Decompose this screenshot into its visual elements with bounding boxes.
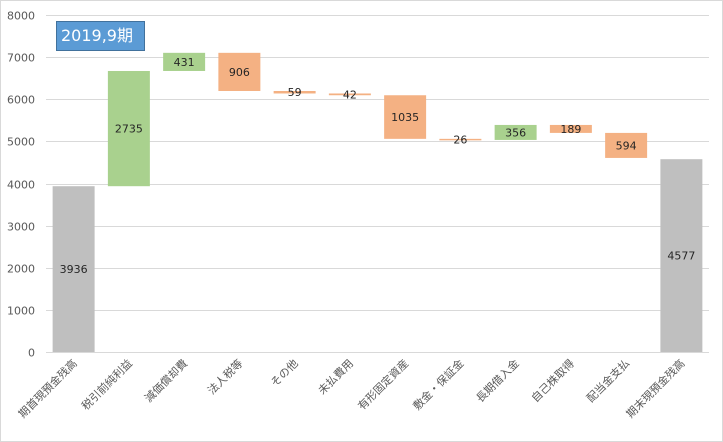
bar-increase (107, 70, 150, 187)
data-label: 594 (616, 139, 637, 152)
data-label: 189 (560, 123, 581, 136)
data-label: 4577 (667, 250, 695, 263)
bar-decrease (605, 132, 648, 158)
y-tick-label: 8000 (7, 10, 35, 23)
x-tick-label: 期末現預金残高 (623, 356, 687, 420)
x-tick-label: 法人税等 (204, 356, 245, 397)
data-label: 906 (229, 66, 250, 79)
x-tick-label: 税引前純利益 (78, 356, 135, 413)
y-tick-label: 3000 (7, 221, 35, 234)
data-label: 431 (174, 56, 195, 69)
y-tick-label: 1000 (7, 305, 35, 318)
x-tick-label: 有形固定資産 (355, 356, 412, 413)
bar-decrease (439, 138, 482, 141)
data-label: 42 (343, 88, 357, 101)
bar-increase (494, 124, 537, 140)
y-tick-label: 5000 (7, 136, 35, 149)
bar-decrease (384, 95, 427, 139)
bar-decrease (549, 124, 592, 133)
x-tick-label: 配当金支払 (583, 356, 632, 405)
y-tick-label: 6000 (7, 94, 35, 107)
data-label: 2735 (115, 123, 143, 136)
data-label: 26 (453, 133, 467, 146)
chart-title: 2019,9期 (56, 21, 145, 51)
x-axis: 期首現預金残高 税引前純利益 減価償却費 法人税等 その他 未払費用 有形固定資産 敷金・保証… (15, 352, 709, 421)
x-tick-label: 敷金・保証金 (410, 356, 467, 413)
bar-total (660, 159, 703, 352)
x-tick-label: 減価償却費 (141, 356, 190, 405)
y-tick-label: 4000 (7, 179, 35, 192)
bars (52, 52, 703, 352)
x-tick-label: 長期借入金 (473, 356, 522, 405)
data-label: 3936 (60, 263, 88, 276)
data-labels: 3936 2735 431 906 59 42 1035 26 356 189 594 4577 (60, 56, 696, 276)
bar-decrease (273, 90, 316, 94)
data-label: 1035 (391, 111, 419, 124)
bar-total (52, 186, 95, 352)
bar-decrease (218, 52, 261, 91)
y-tick-label: 2000 (7, 263, 35, 276)
data-label: 59 (288, 86, 302, 99)
x-tick-label: その他 (268, 357, 301, 390)
gridlines (46, 15, 709, 311)
y-tick-label: 7000 (7, 52, 35, 65)
y-axis: 0 1000 2000 3000 4000 5000 6000 7000 8000 (7, 10, 35, 360)
x-tick-label: 未払費用 (315, 356, 356, 397)
bar-decrease (328, 93, 371, 96)
bar-increase (163, 52, 206, 71)
data-label: 356 (505, 126, 526, 139)
y-tick-label: 0 (28, 347, 35, 360)
x-tick-label: 自己株取得 (528, 356, 577, 405)
x-tick-label: 期首現預金残高 (15, 356, 79, 420)
